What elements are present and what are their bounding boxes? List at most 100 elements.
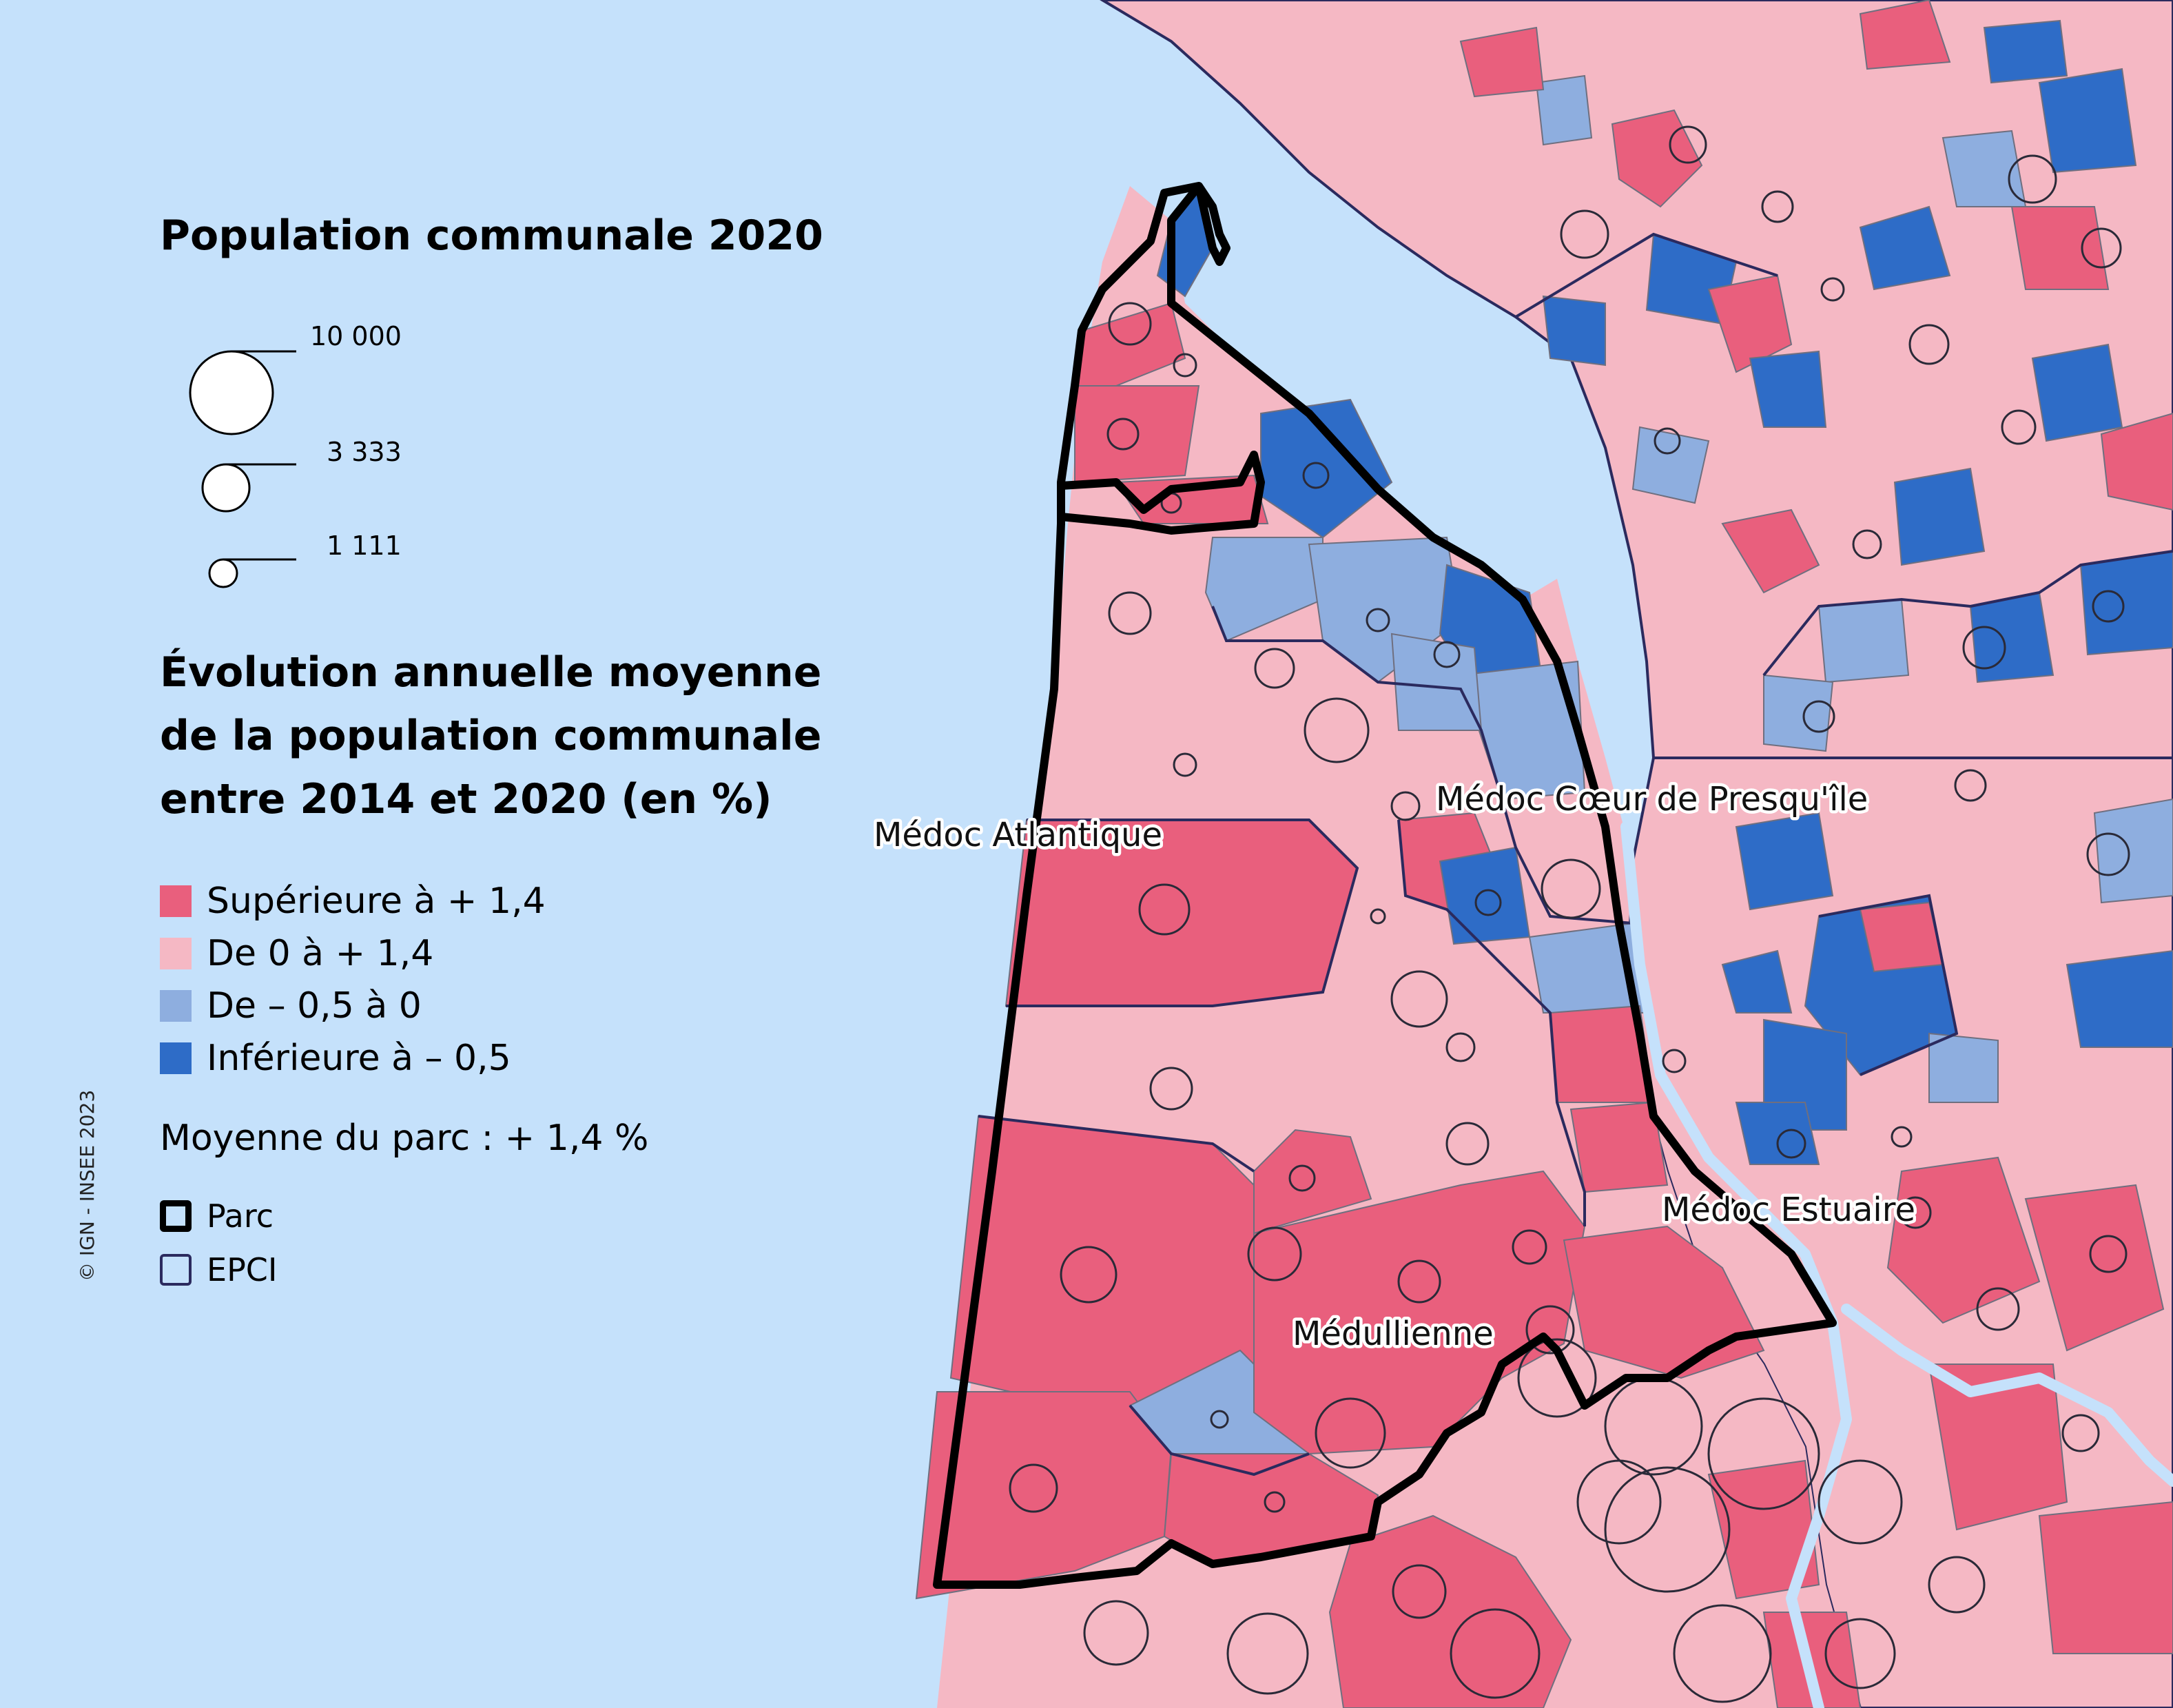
population-circle xyxy=(1474,889,1502,916)
population-circle xyxy=(1824,1618,1896,1689)
population-circle xyxy=(1954,769,1987,802)
population-circle xyxy=(1247,1226,1302,1282)
population-circle xyxy=(1962,626,2006,670)
population-circle xyxy=(1288,1164,1316,1192)
epci-borders xyxy=(978,232,2173,1477)
population-circle xyxy=(1654,427,1681,455)
population-circle xyxy=(1138,883,1191,936)
population-circle xyxy=(1908,324,1950,365)
population-circle xyxy=(1108,302,1152,346)
population-circle xyxy=(2081,227,2122,269)
size-circle-medium xyxy=(201,463,251,513)
legend-class-4: Inférieure à – 0,5 xyxy=(160,1038,511,1079)
population-circle xyxy=(1226,1612,1309,1695)
population-circle xyxy=(1264,1491,1286,1513)
population-circle xyxy=(1392,1564,1447,1619)
population-circle xyxy=(1852,529,1882,559)
population-circle xyxy=(2092,590,2125,623)
population-circle xyxy=(1707,1397,1820,1510)
label-medoc-estuaire: Médoc Estuaire xyxy=(1662,1191,1915,1229)
population-circle xyxy=(2061,1414,2100,1452)
river-branch xyxy=(1841,1304,2173,1487)
size-circle-large xyxy=(189,350,274,435)
population-circle xyxy=(1445,1032,1476,1062)
legend-class-1: Supérieure à + 1,4 xyxy=(160,881,546,922)
population-circle xyxy=(1450,1608,1541,1699)
population-circle xyxy=(1433,641,1461,668)
population-circle xyxy=(1891,1126,1913,1148)
legend-parc: Parc xyxy=(160,1197,274,1235)
population-circle xyxy=(2086,832,2130,876)
parc-border-swatch xyxy=(160,1200,192,1232)
population-circle xyxy=(1445,1122,1490,1166)
population-circle xyxy=(1210,1410,1229,1429)
label-medullienne: Médullienne xyxy=(1293,1315,1494,1353)
population-circle xyxy=(1106,418,1140,451)
parc-label: Parc xyxy=(207,1197,274,1235)
epci-border-swatch xyxy=(160,1254,192,1286)
size-label-large: 10 000 xyxy=(310,321,402,351)
population-circle xyxy=(1512,1229,1547,1265)
population-circle xyxy=(1517,1338,1597,1418)
legend-population-title: Population communale 2020 xyxy=(160,212,823,260)
legend-class-label: Inférieure à – 0,5 xyxy=(207,1038,511,1079)
legend-epci: EPCI xyxy=(160,1251,278,1288)
population-circles xyxy=(1009,125,2130,1703)
swatch-neg-0-5-0 xyxy=(160,990,192,1022)
population-circle xyxy=(1370,908,1386,925)
population-circle xyxy=(1899,1196,1932,1229)
population-circle xyxy=(1928,1556,1986,1614)
population-circle xyxy=(1761,190,1794,223)
population-circle xyxy=(1390,791,1421,821)
label-medoc-coeur: Médoc Cœur de Presqu'île xyxy=(1436,780,1868,819)
river xyxy=(1620,821,1852,1708)
legend-class-3: De – 0,5 à 0 xyxy=(160,985,422,1027)
population-circle xyxy=(1662,1049,1687,1073)
population-circle xyxy=(1576,1459,1662,1545)
population-circle xyxy=(1776,1129,1806,1159)
label-medoc-atlantique: Médoc Atlantique xyxy=(874,816,1162,854)
swatch-0-1-4 xyxy=(160,938,192,969)
legend-class-label: De – 0,5 à 0 xyxy=(207,985,422,1027)
population-circle xyxy=(2008,154,2057,204)
legend-class-label: Supérieure à + 1,4 xyxy=(207,881,546,922)
population-circle xyxy=(1108,591,1152,635)
legend-evolution-title: Évolution annuelle moyenne de la populat… xyxy=(160,648,822,823)
swatch-superieure xyxy=(160,885,192,917)
population-circle xyxy=(1149,1067,1193,1111)
population-circle xyxy=(1060,1246,1118,1304)
population-circle xyxy=(1302,462,1330,489)
legend-class-label: De 0 à + 1,4 xyxy=(207,933,434,974)
population-circle xyxy=(1009,1463,1058,1513)
population-circle xyxy=(1390,970,1448,1028)
size-circle-small xyxy=(208,558,238,588)
population-circle xyxy=(2089,1235,2128,1273)
population-circle xyxy=(1976,1287,2020,1331)
population-circle xyxy=(1397,1259,1441,1304)
population-circle xyxy=(1525,1305,1575,1355)
average-label: Moyenne du parc : + 1,4 % xyxy=(160,1118,649,1159)
southeast-communes xyxy=(1735,798,2173,1654)
parc-boundary-north-cut xyxy=(1060,451,1265,535)
size-label-small: 1 111 xyxy=(327,531,402,561)
epci-label: EPCI xyxy=(207,1251,278,1288)
population-circle xyxy=(1802,700,1835,733)
population-circle xyxy=(1820,277,1845,302)
population-circle xyxy=(1366,608,1390,632)
population-circle xyxy=(1673,1604,1772,1703)
copyright: © IGN - INSEE 2023 xyxy=(76,1089,99,1282)
size-label-medium: 3 333 xyxy=(327,437,402,467)
population-circle xyxy=(2001,409,2037,445)
population-circle xyxy=(1304,697,1370,763)
swatch-inferieure xyxy=(160,1042,192,1074)
population-circle xyxy=(1315,1397,1386,1469)
population-circle xyxy=(1173,752,1197,777)
population-circle xyxy=(1817,1459,1903,1545)
population-circle xyxy=(1083,1600,1149,1666)
legend-class-2: De 0 à + 1,4 xyxy=(160,933,434,974)
parc-boundary xyxy=(933,182,1837,1589)
population-circle xyxy=(1541,858,1601,919)
population-circle xyxy=(1669,125,1707,164)
northeast-communes xyxy=(1459,0,2173,752)
